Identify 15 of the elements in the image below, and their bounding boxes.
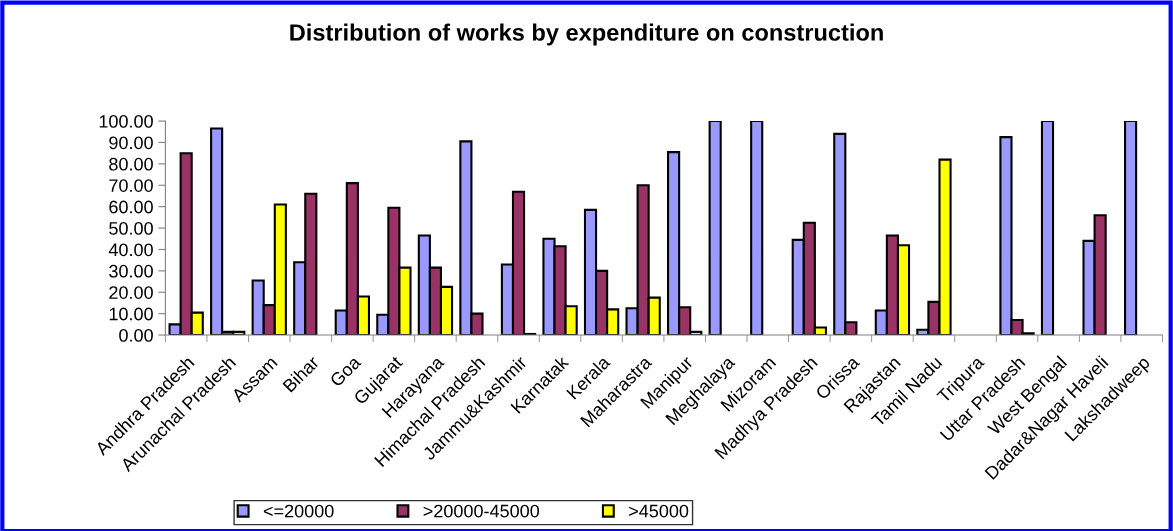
y-tick-label: 10.00 — [109, 307, 153, 321]
y-tick-label: 80.00 — [109, 157, 153, 171]
legend-label: <=20000 — [263, 504, 334, 518]
y-tick-label: 20.00 — [109, 286, 153, 299]
chart-title: Distribution of works by expenditure on construction — [290, 23, 883, 46]
y-tick-label: 50.00 — [109, 222, 153, 235]
y-tick-label: 30.00 — [109, 264, 153, 278]
legend-label: >45000 — [629, 504, 689, 518]
y-tick-label: 90.00 — [109, 136, 153, 150]
y-tick-label: 70.00 — [109, 179, 153, 192]
y-tick-label: 60.00 — [109, 200, 153, 214]
y-tick-label: 0.00 — [119, 329, 153, 342]
y-tick-label: 40.00 — [108, 243, 153, 257]
legend-label: >20000-45000 — [423, 504, 540, 518]
y-tick-label: 100.00 — [99, 115, 153, 128]
